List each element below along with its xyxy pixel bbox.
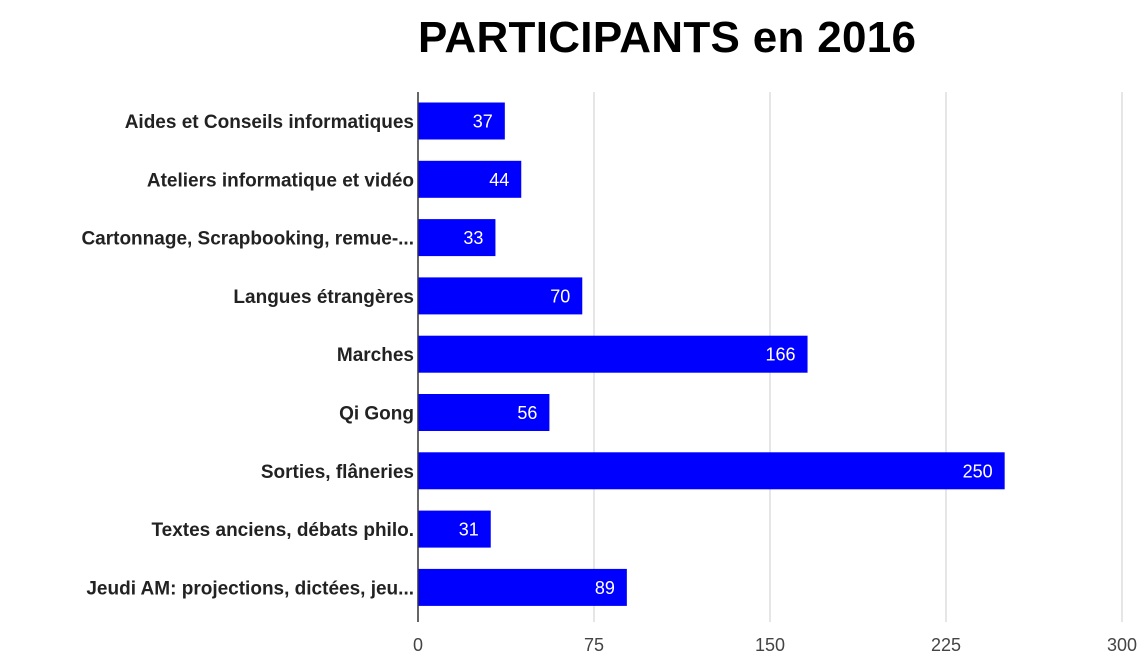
bar bbox=[418, 102, 505, 140]
bar bbox=[418, 277, 583, 315]
category-labels: Aides et Conseils informatiques Ateliers … bbox=[81, 112, 414, 599]
x-tick-label: 225 bbox=[931, 635, 961, 655]
x-tick-label: 0 bbox=[413, 635, 423, 655]
category-label: Sorties, flâneries bbox=[261, 462, 414, 483]
data-label: 31 bbox=[459, 520, 479, 540]
bar bbox=[418, 160, 522, 198]
x-tick-label: 75 bbox=[584, 635, 604, 655]
category-label: Aides et Conseils informatiques bbox=[125, 112, 414, 133]
bar bbox=[418, 394, 550, 431]
chart-title: PARTICIPANTS en 2016 bbox=[418, 13, 917, 62]
x-tick-label: 300 bbox=[1107, 635, 1137, 655]
bar bbox=[418, 335, 808, 373]
bar bbox=[418, 510, 491, 548]
data-label: 37 bbox=[473, 112, 493, 132]
bar bbox=[418, 568, 627, 606]
x-tick-label: 150 bbox=[755, 635, 785, 655]
bars bbox=[418, 102, 1005, 606]
data-labels: 37 44 33 70 166 56 250 31 89 bbox=[459, 112, 993, 598]
bar bbox=[418, 452, 1005, 490]
data-label: 250 bbox=[963, 461, 993, 481]
category-label: Qi Gong bbox=[339, 404, 414, 425]
bar bbox=[418, 219, 496, 257]
data-label: 33 bbox=[463, 228, 483, 248]
data-label: 166 bbox=[765, 345, 795, 365]
category-label: Cartonnage, Scrapbooking, remue-... bbox=[81, 229, 414, 250]
category-label: Ateliers informatique et vidéo bbox=[147, 170, 414, 191]
data-label: 70 bbox=[550, 286, 570, 306]
category-label: Textes anciens, débats philo. bbox=[151, 520, 414, 541]
category-label: Jeudi AM: projections, dictées, jeu... bbox=[86, 578, 414, 599]
category-label: Langues étrangères bbox=[233, 287, 414, 308]
category-label: Marches bbox=[337, 345, 414, 366]
data-label: 89 bbox=[595, 578, 615, 598]
x-tick-labels: 0 75 150 225 300 bbox=[413, 635, 1137, 655]
data-label: 44 bbox=[489, 170, 509, 190]
data-label: 56 bbox=[517, 403, 537, 423]
